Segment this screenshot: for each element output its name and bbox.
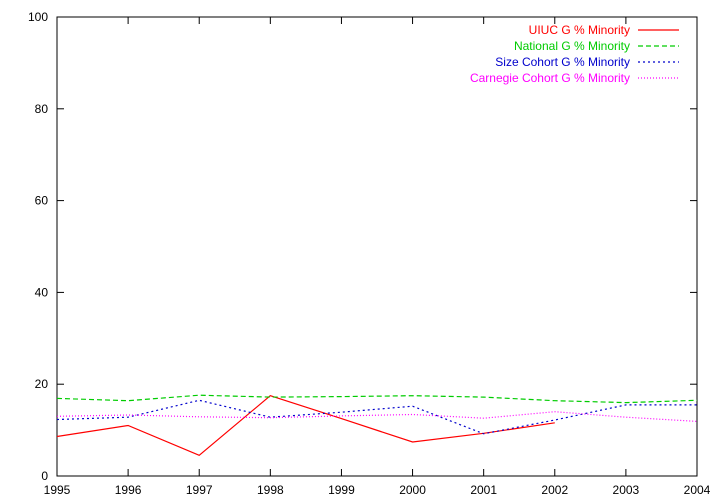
y-tick-label: 40: [35, 285, 49, 299]
x-tick-label: 1995: [44, 483, 71, 497]
x-tick-label: 2004: [684, 483, 711, 497]
legend: UIUC G % Minority National G % Minority Si…: [470, 23, 679, 85]
series-line-0: [56, 395, 555, 456]
x-tick-label: 1996: [115, 483, 142, 497]
x-tick-label: 1998: [257, 483, 284, 497]
legend-label: Carnegie Cohort G % Minority: [470, 71, 630, 85]
y-tick-label: 0: [41, 469, 48, 483]
y-tick-label: 20: [35, 377, 49, 391]
legend-label: UIUC G % Minority: [529, 23, 630, 37]
x-tick-label: 1999: [328, 483, 355, 497]
series-line-1: [56, 394, 698, 404]
axis-tick-labels: 1995 1996 1997 1998 1999 2000 2001 2002 2003 2004…: [28, 10, 711, 497]
y-tick-label: 60: [35, 194, 49, 208]
plot-frame: [56, 16, 698, 477]
series-line-2: [56, 399, 697, 435]
legend-label: National G % Minority: [514, 39, 630, 53]
y-tick-label: 80: [35, 102, 49, 116]
series-lines: [56, 394, 698, 456]
x-tick-label: 2001: [470, 483, 497, 497]
axis-ticks: [56, 16, 698, 477]
x-tick-label: 1997: [186, 483, 213, 497]
x-tick-label: 2002: [541, 483, 568, 497]
y-tick-label: 100: [28, 10, 48, 24]
x-tick-label: 2000: [399, 483, 426, 497]
x-tick-label: 2003: [613, 483, 640, 497]
legend-label: Size Cohort G % Minority: [495, 55, 630, 69]
series-line-3: [56, 411, 698, 422]
